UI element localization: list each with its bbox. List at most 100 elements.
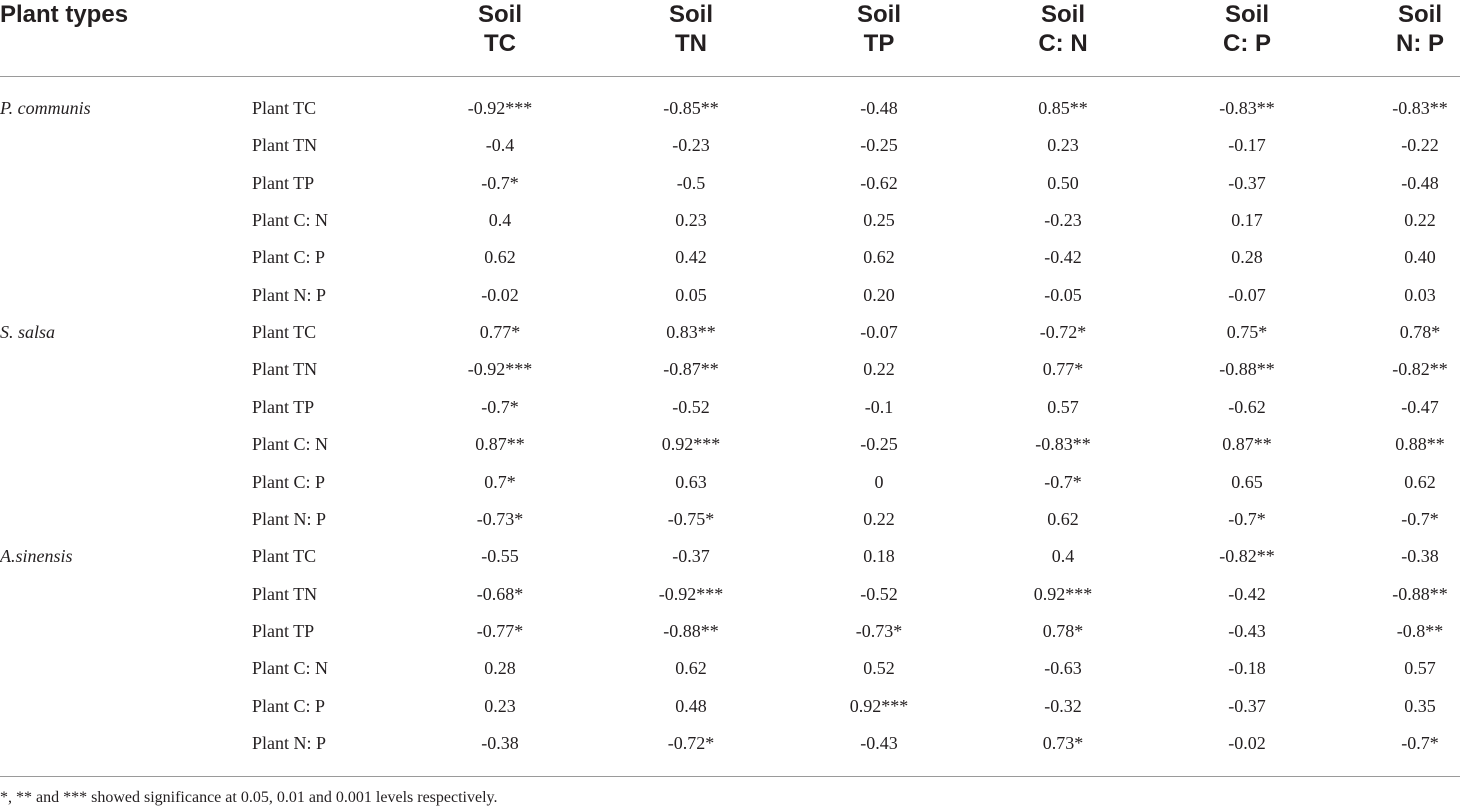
correlation-value: 0.40 — [1404, 247, 1436, 268]
correlation-value: -0.37 — [1228, 695, 1266, 716]
correlation-value: -0.83** — [1219, 98, 1275, 118]
correlation-value: -0.72* — [667, 732, 715, 753]
correlation-value: -0.85** — [663, 98, 719, 118]
table-row: Plant TN -0.92*** -0.87** 0.22 0.77* -0.88** -… — [0, 351, 1460, 388]
table-row: Plant C: N 0.28 0.62 0.52 -0.63 -0.18 0.57 — [0, 650, 1460, 687]
table-row: Plant TP -0.7* -0.5 -0.62 0.50 -0.37 -0.48 — [0, 165, 1460, 202]
correlation-value: 0.4 — [1051, 546, 1075, 567]
header-rule — [0, 76, 1460, 77]
table-header: Plant types Soil TC Soil TN Soil TP Soil C: … — [0, 0, 1460, 72]
header-soil-cp: Soil C: P — [1223, 1, 1271, 57]
correlation-value: 0.52 — [863, 658, 895, 679]
table-row: Plant TP -0.77* -0.88** -0.73* 0.78* -0.43 -0.… — [0, 613, 1460, 650]
correlation-value: -0.83** — [1392, 98, 1448, 118]
correlation-value: -0.73* — [855, 620, 903, 641]
correlation-value: -0.25 — [860, 135, 898, 156]
correlation-value: -0.63 — [1044, 658, 1082, 679]
table-row: Plant TP -0.7* -0.52 -0.1 0.57 -0.62 -0.47 — [0, 389, 1460, 426]
correlation-value: -0.7* — [481, 396, 519, 417]
correlation-value: 0.77* — [479, 322, 521, 343]
correlation-value: 0.92*** — [661, 434, 721, 455]
plant-variable-label: Plant C: N — [252, 434, 329, 455]
correlation-value: -0.68* — [476, 583, 524, 604]
correlation-value: -0.88** — [1219, 359, 1275, 380]
correlation-value: -0.55 — [481, 546, 519, 567]
correlation-value: -0.88** — [1392, 583, 1448, 604]
correlation-value: 0.03 — [1404, 284, 1436, 305]
correlation-value: 0.87** — [1222, 434, 1272, 455]
correlation-value: 0.62 — [675, 658, 707, 679]
correlation-value: 0.23 — [484, 695, 516, 716]
table-row: S. salsa Plant TC 0.77* 0.83** -0.07 -0.72* 0.… — [0, 314, 1460, 351]
correlation-value: -0.88** — [663, 620, 719, 641]
correlation-value: -0.62 — [860, 172, 898, 193]
correlation-value: 0.88** — [1395, 434, 1445, 455]
correlation-value: 0.23 — [675, 210, 707, 231]
correlation-value: -0.52 — [672, 396, 710, 417]
table-row: Plant C: P 0.7* 0.63 0 -0.7* 0.65 0.62 — [0, 464, 1460, 501]
correlation-value: 0.85** — [1038, 98, 1088, 118]
table-row: Plant N: P -0.02 0.05 0.20 -0.05 -0.07 0.03 — [0, 277, 1460, 314]
correlation-value: 0.75* — [1226, 322, 1268, 343]
plant-variable-label: Plant TN — [252, 135, 318, 156]
correlation-value: 0.65 — [1231, 471, 1263, 492]
table-row: Plant TN -0.4 -0.23 -0.25 0.23 -0.17 -0.22 — [0, 127, 1460, 164]
correlation-value: -0.07 — [860, 322, 898, 343]
correlation-value: 0.78* — [1042, 620, 1084, 641]
correlation-value: -0.02 — [1228, 732, 1266, 753]
correlation-value: 0.22 — [863, 508, 895, 529]
correlation-value: -0.77* — [476, 620, 524, 641]
correlation-value: -0.7* — [1044, 471, 1082, 492]
correlation-value: 0.57 — [1047, 396, 1079, 417]
correlation-value: -0.37 — [672, 546, 710, 567]
plant-variable-label: Plant C: N — [252, 658, 329, 679]
correlation-value: 0.62 — [484, 247, 516, 268]
correlation-value: 0.35 — [1404, 695, 1436, 716]
correlation-value: -0.48 — [860, 98, 898, 118]
plant-variable-label: Plant C: P — [252, 471, 326, 492]
correlation-value: 0.18 — [863, 546, 895, 567]
plant-variable-label: Plant TC — [252, 98, 317, 118]
correlation-value: -0.83** — [1035, 434, 1091, 455]
correlation-value: 0.50 — [1047, 172, 1079, 193]
bottom-rule — [0, 776, 1460, 777]
correlation-value: 0.17 — [1231, 210, 1263, 231]
correlation-value: 0.28 — [1231, 247, 1263, 268]
correlation-value: -0.32 — [1044, 695, 1082, 716]
correlation-value: 0.62 — [1047, 508, 1079, 529]
correlation-value: -0.92*** — [658, 583, 724, 604]
plant-variable-label: Plant TN — [252, 359, 318, 380]
correlation-value: -0.43 — [860, 732, 898, 753]
correlation-value: -0.22 — [1401, 135, 1439, 156]
species-label: P. communis — [0, 98, 91, 118]
correlation-value: -0.92*** — [467, 359, 533, 380]
correlation-value: -0.73* — [476, 508, 524, 529]
header-soil-tp: Soil TP — [856, 1, 901, 57]
table-row: Plant C: N 0.87** 0.92*** -0.25 -0.83** 0.87*… — [0, 426, 1460, 463]
correlation-value: -0.18 — [1228, 658, 1266, 679]
species-label: S. salsa — [0, 322, 56, 343]
correlation-value: -0.25 — [860, 434, 898, 455]
correlation-value: -0.48 — [1401, 172, 1439, 193]
correlation-value: 0.87** — [475, 434, 525, 455]
correlation-value: -0.8** — [1396, 620, 1444, 641]
correlation-value: -0.7* — [1228, 508, 1266, 529]
correlation-value: -0.42 — [1228, 583, 1266, 604]
correlation-value: 0.4 — [488, 210, 512, 231]
correlation-value: 0.20 — [863, 284, 895, 305]
species-label: A.sinensis — [0, 546, 73, 567]
correlation-value: 0.63 — [675, 471, 707, 492]
correlation-value: 0.77* — [1042, 359, 1084, 380]
correlation-value: 0.7* — [484, 471, 516, 492]
header-plant-types: Plant types — [0, 1, 129, 28]
plant-variable-label: Plant TN — [252, 583, 318, 604]
table-row: Plant C: P 0.62 0.42 0.62 -0.42 0.28 0.40 — [0, 239, 1460, 276]
correlation-value: -0.4 — [485, 135, 515, 156]
table-row: Plant N: P -0.38 -0.72* -0.43 0.73* -0.02 -0.7… — [0, 725, 1460, 762]
correlation-value: -0.43 — [1228, 620, 1266, 641]
plant-variable-label: Plant TP — [252, 396, 315, 417]
header-soil-cn: Soil C: N — [1038, 1, 1088, 57]
correlation-value: -0.38 — [481, 732, 519, 753]
plant-variable-label: Plant TC — [252, 546, 317, 567]
correlation-value: 0.28 — [484, 658, 516, 679]
